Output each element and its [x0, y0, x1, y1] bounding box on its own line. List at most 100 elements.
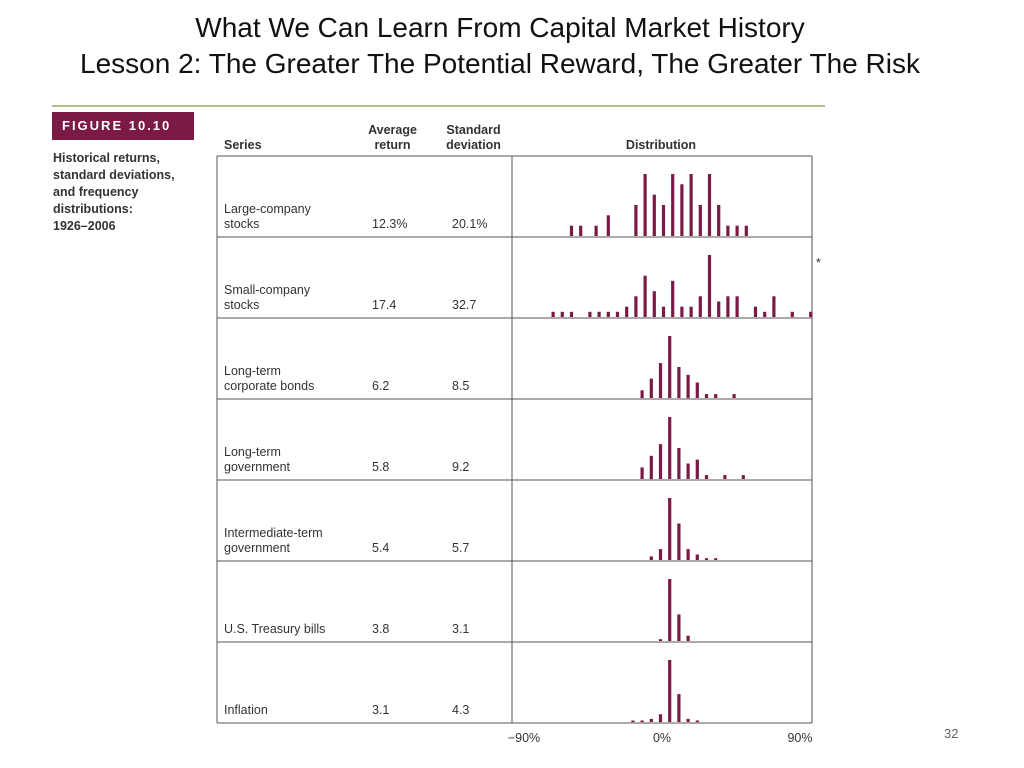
standard-deviation-value: 32.7	[452, 298, 476, 312]
series-label: Intermediate-term	[224, 526, 323, 540]
distribution-bar	[671, 174, 675, 236]
distribution-bar	[658, 363, 663, 398]
header-line: deviation	[446, 138, 501, 152]
standard-deviation-value: 4.3	[452, 703, 469, 717]
distribution-bar	[704, 558, 709, 560]
series-label: government	[224, 460, 291, 474]
slide-title: What We Can Learn From Capital Market Hi…	[0, 10, 1000, 82]
distribution-bar	[661, 205, 666, 236]
header-line: Standard	[446, 123, 501, 137]
distribution-bar	[658, 714, 663, 723]
figure-caption: Historical returns, standard deviations,…	[53, 150, 213, 235]
distribution-bar	[560, 311, 564, 317]
standard-deviation-value: 3.1	[452, 622, 469, 636]
column-header-distribution: Distribution	[625, 138, 697, 152]
caption-line: distributions:	[53, 202, 133, 216]
distribution-bar	[649, 556, 653, 560]
distribution-bar	[686, 718, 690, 722]
distribution-bar	[658, 549, 663, 560]
figure-badge: FIGURE 10.10	[52, 112, 194, 140]
distribution-bar	[634, 205, 638, 236]
distribution-bar	[631, 720, 635, 723]
x-axis-tick-label: 90%	[787, 731, 812, 745]
distribution-bar	[744, 225, 748, 236]
column-header-average-return: Average return	[355, 123, 430, 153]
column-header-series: Series	[224, 138, 262, 152]
distribution-bar	[704, 394, 709, 398]
distribution-bar	[704, 475, 709, 479]
distribution-bar	[695, 459, 699, 479]
distribution-bar	[649, 455, 653, 480]
distribution-bar	[649, 378, 653, 398]
distribution-bar	[594, 225, 598, 236]
average-return-value: 12.3%	[372, 217, 407, 231]
average-return-value: 17.4	[372, 298, 396, 312]
caption-line: and frequency	[53, 185, 139, 199]
series-label: Long-term	[224, 364, 281, 378]
distribution-bar	[661, 306, 666, 317]
distribution-bar	[597, 311, 601, 317]
distribution-bar	[625, 306, 629, 317]
distribution-bar	[689, 306, 693, 317]
distribution-bar	[551, 311, 555, 317]
series-label: U.S. Treasury bills	[224, 622, 325, 636]
header-line: return	[374, 138, 411, 152]
column-header-standard-deviation: Standard deviation	[436, 123, 511, 153]
distribution-bar	[677, 694, 681, 722]
distribution-bar	[717, 205, 721, 236]
distribution-bar	[714, 558, 718, 560]
distribution-bar	[588, 311, 592, 317]
distribution-bar	[668, 417, 672, 479]
distribution-bar	[643, 275, 647, 317]
distribution-bar	[671, 280, 675, 317]
distribution-bar	[714, 394, 718, 398]
distribution-bar	[717, 301, 721, 317]
x-axis-tick-label: 0%	[653, 731, 671, 745]
series-label: Large-company	[224, 202, 312, 216]
slide-title-line-2: Lesson 2: The Greater The Potential Rewa…	[80, 48, 920, 79]
header-line: Average	[368, 123, 417, 137]
distribution-bar	[732, 394, 736, 398]
distribution-bar	[640, 467, 644, 479]
distribution-bar	[643, 174, 647, 236]
distribution-bar	[686, 635, 690, 641]
series-label: stocks	[224, 298, 259, 312]
distribution-bar	[763, 311, 767, 317]
series-label: corporate bonds	[224, 379, 314, 393]
distribution-bar	[686, 549, 690, 560]
distribution-bar	[569, 225, 574, 236]
standard-deviation-value: 9.2	[452, 460, 469, 474]
distribution-bar	[677, 523, 681, 560]
distribution-bar	[735, 296, 739, 317]
distribution-bar	[726, 296, 730, 317]
distribution-bar	[658, 444, 663, 479]
distribution-bar	[707, 174, 712, 236]
series-label: government	[224, 541, 291, 555]
distribution-bar	[698, 205, 702, 236]
distribution-bar	[726, 225, 730, 236]
caption-line: 1926–2006	[53, 219, 116, 233]
distribution-bar	[689, 174, 693, 236]
distribution-bar	[677, 367, 681, 398]
distribution-bar	[723, 475, 727, 479]
distribution-bar	[680, 184, 684, 236]
series-label: Small-company	[224, 283, 311, 297]
distribution-bar	[707, 255, 712, 317]
distribution-bar	[606, 215, 610, 236]
average-return-value: 5.8	[372, 460, 389, 474]
distribution-bar	[772, 296, 776, 317]
average-return-value: 3.1	[372, 703, 389, 717]
distribution-bar	[735, 225, 739, 236]
distribution-bar	[680, 306, 684, 317]
distribution-bar	[579, 225, 583, 236]
caption-line: standard deviations,	[53, 168, 175, 182]
distribution-bar	[569, 311, 574, 317]
overflow-marker: *	[816, 256, 821, 270]
x-axis-tick-label: −90%	[508, 731, 540, 745]
series-label: Long-term	[224, 445, 281, 459]
distribution-bar	[677, 448, 681, 479]
distribution-bar	[668, 579, 672, 641]
distribution-bar	[741, 475, 745, 479]
distribution-bar	[652, 291, 656, 317]
